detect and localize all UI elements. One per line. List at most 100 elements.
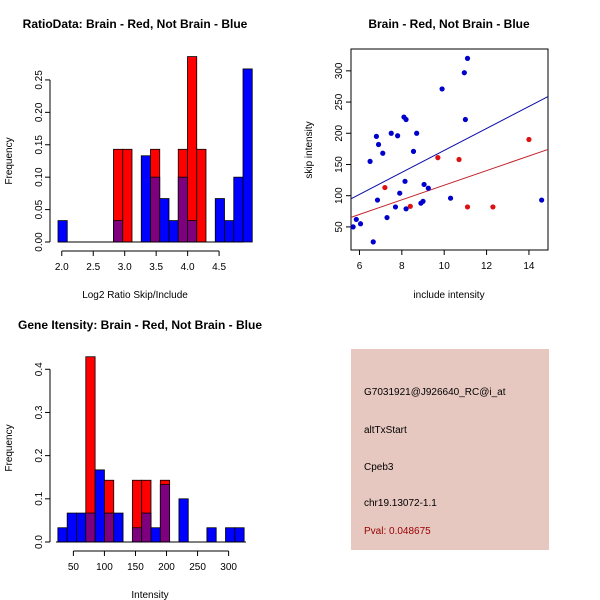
y-tick-label: 0.15	[34, 135, 45, 155]
blue-point	[539, 197, 545, 203]
y-tick-label: 0.2	[34, 448, 45, 462]
blue-point	[425, 185, 431, 191]
blue-bar	[178, 498, 189, 543]
probe-info-panel: G7031921@J926640_RC@i_at altTxStart Cpeb…	[351, 349, 549, 550]
overlap-bar	[113, 220, 124, 243]
y-tick-label: 250	[334, 93, 345, 110]
red-point	[456, 156, 462, 163]
y-tick-label: 0.25	[34, 70, 45, 90]
intensity-scatter-plot: Brain - Red, Not Brain - Blue include in…	[304, 17, 549, 301]
overlap-bar	[150, 176, 161, 243]
blue-point	[367, 158, 373, 164]
blue-bar	[233, 176, 244, 243]
scatter-xlabel: include intensity	[413, 290, 484, 301]
blue-bar	[225, 527, 236, 543]
gene-hist-ylabel: Frequency	[4, 424, 15, 471]
blue-bar	[206, 527, 217, 543]
blue-point	[464, 55, 471, 61]
x-tick-label: 12	[481, 261, 493, 272]
y-tick-label: 100	[334, 187, 345, 204]
blue-point	[375, 141, 382, 148]
scatter-title: Brain - Red, Not Brain - Blue	[368, 17, 530, 31]
x-tick-label: 250	[189, 562, 206, 573]
x-tick-label: 150	[127, 562, 144, 573]
y-tick-label: 0.00	[34, 232, 45, 252]
blue-bar	[159, 198, 170, 243]
red-point	[490, 204, 496, 210]
blue-bar	[57, 220, 68, 243]
x-tick-label: 4.5	[212, 262, 226, 273]
x-tick-label: 300	[220, 562, 237, 573]
x-tick-label: 4.0	[181, 262, 195, 273]
overlap-bar	[177, 176, 188, 243]
overlap-bar	[85, 512, 96, 543]
blue-point	[350, 224, 356, 230]
red-point	[464, 204, 471, 210]
red-point	[407, 203, 413, 209]
blue-bar	[76, 512, 87, 543]
gene-intensity-histogram: Gene Itensity: Brain - Red, Not Brain - …	[4, 318, 262, 600]
x-tick-label: 3.5	[149, 262, 163, 273]
x-tick-label: 2.0	[55, 262, 69, 273]
overlap-bar	[104, 512, 115, 543]
blue-point	[403, 206, 409, 212]
blue-point	[397, 190, 403, 196]
blue-point	[447, 195, 454, 201]
blue-point	[373, 133, 380, 139]
blue-bar	[234, 527, 245, 543]
blue-bar	[242, 68, 253, 243]
blue-point	[384, 214, 390, 221]
blue-point	[439, 86, 445, 92]
red-point	[382, 184, 388, 191]
ratio-hist-ylabel: Frequency	[4, 137, 15, 184]
event-type: altTxStart	[364, 425, 407, 436]
blue-point	[403, 116, 409, 123]
blue-bar	[168, 220, 179, 243]
red-point	[435, 155, 441, 161]
scatter-plot-box	[350, 48, 549, 251]
y-tick-label: 0.10	[34, 167, 45, 187]
y-tick-label: 200	[334, 124, 345, 141]
red-bar	[187, 56, 198, 243]
ratio-hist-xlabel: Log2 Ratio Skip/Include	[82, 290, 188, 301]
gene-name: Cpeb3	[364, 462, 394, 473]
overlap-bar	[159, 484, 171, 543]
blue-point	[420, 198, 426, 204]
x-tick-label: 50	[68, 562, 80, 573]
p-value: Pval: 0.048675	[364, 526, 431, 537]
blue-point	[410, 148, 417, 154]
blue-bar	[113, 512, 124, 543]
x-tick-label: 10	[439, 261, 451, 272]
x-tick-label: 2.5	[86, 262, 100, 273]
blue-bar	[224, 220, 235, 243]
blue-point	[380, 150, 386, 156]
blue-point	[414, 130, 420, 136]
blue-point	[392, 204, 399, 210]
y-tick-label: 0.4	[34, 362, 45, 376]
red-bar	[196, 148, 207, 243]
blue-bar	[57, 527, 68, 543]
ratio-histogram: RatioData: Brain - Red, Not Brain - Blue…	[4, 17, 253, 301]
x-tick-label: 8	[399, 261, 405, 272]
blue-point	[421, 181, 427, 188]
gene-hist-xlabel: Intensity	[131, 590, 168, 600]
y-tick-label: 150	[334, 156, 345, 173]
gene-hist-title: Gene Itensity: Brain - Red, Not Brain - …	[18, 318, 262, 332]
y-tick-label: 0.05	[34, 199, 45, 219]
x-tick-label: 100	[96, 562, 113, 573]
blue-point	[395, 133, 401, 139]
probe-id: G7031921@J926640_RC@i_at	[364, 387, 506, 398]
blue-regression-line	[350, 96, 549, 200]
blue-bar	[94, 469, 105, 543]
x-tick-label: 3.0	[118, 262, 132, 273]
x-tick-label: 6	[357, 261, 363, 272]
y-tick-label: 0.3	[34, 405, 45, 419]
blue-point	[462, 116, 468, 123]
blue-point	[370, 239, 376, 245]
overlap-bar	[187, 220, 198, 243]
y-tick-label: 0.20	[34, 102, 45, 122]
blue-point	[357, 221, 364, 227]
y-tick-label: 50	[334, 221, 345, 233]
blue-bar	[150, 527, 161, 543]
